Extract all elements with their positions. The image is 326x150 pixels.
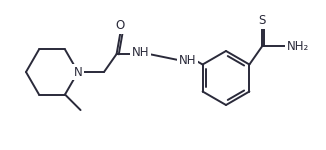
Text: NH: NH [179,54,196,67]
Text: NH: NH [132,46,149,60]
Text: N: N [74,66,82,78]
Text: NH₂: NH₂ [287,40,309,53]
Text: O: O [116,19,125,32]
Text: S: S [258,14,266,27]
